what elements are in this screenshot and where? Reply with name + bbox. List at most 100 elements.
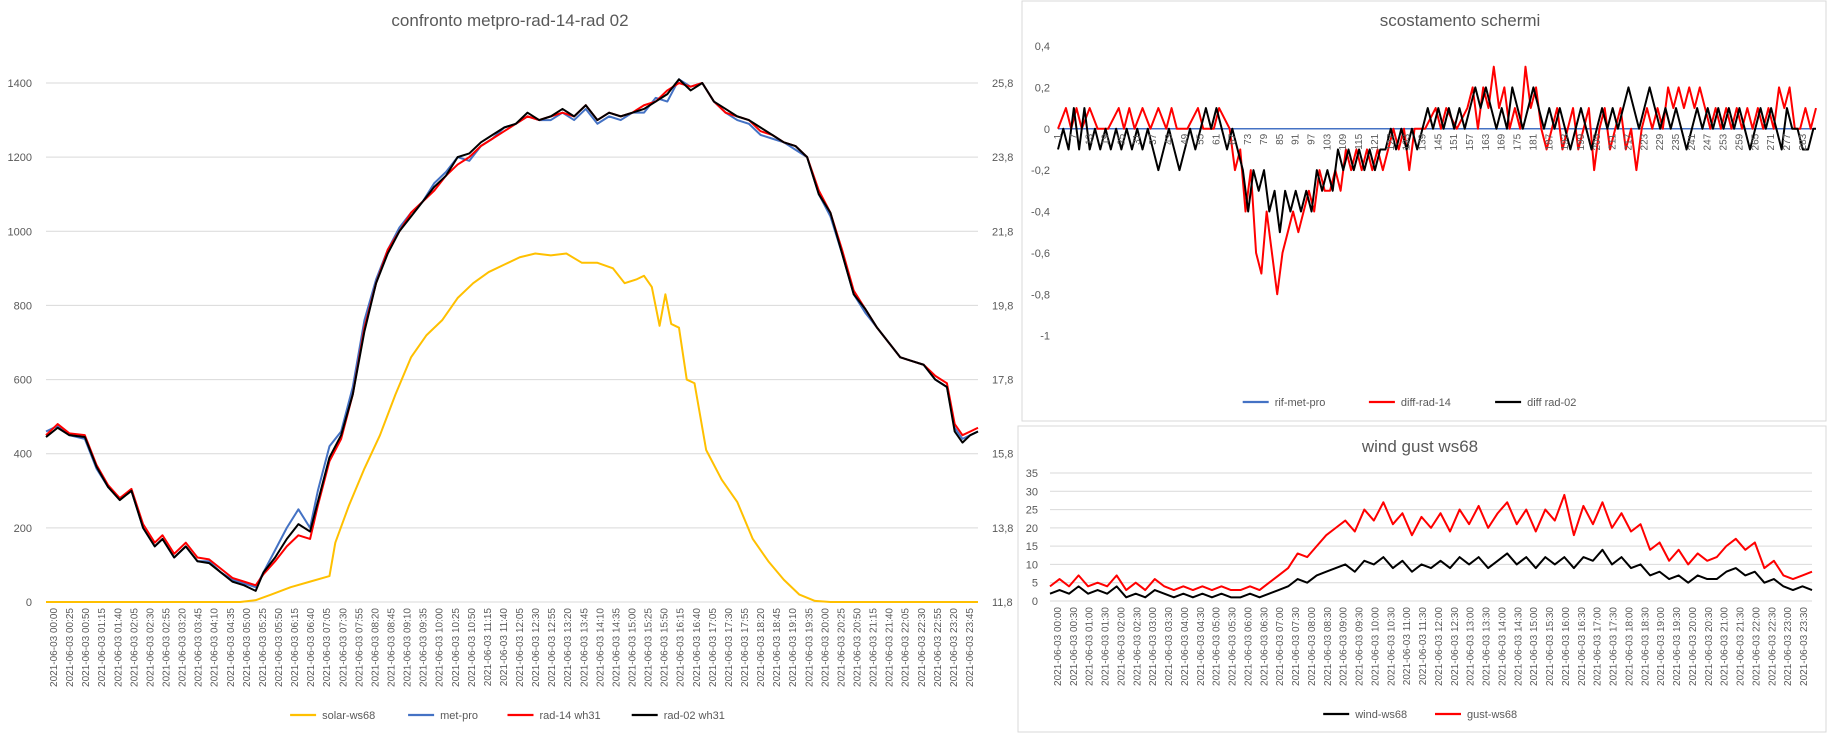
x-tick-label: 2021-06-03 02:30 [1132,607,1143,686]
x-tick-label: 2021-06-03 23:20 [949,608,960,687]
x-tick-label: 2021-06-03 01:30 [1101,607,1112,686]
x-tick-label: 109 [1338,133,1349,150]
y-tick-label: 0 [1044,124,1050,136]
y-tick-label: 10 [1026,559,1038,571]
x-tick-label: 2021-06-03 15:00 [1529,607,1540,686]
y-tick-label: 5 [1032,578,1038,590]
x-tick-label: 229 [1655,133,1666,150]
x-tick-label: 2021-06-03 20:00 [1688,607,1699,686]
x-tick-label: 2021-06-03 02:05 [129,608,140,687]
x-tick-label: 19 [1101,133,1112,145]
x-tick-label: 61 [1211,133,1222,145]
y2-tick-label: 11,8 [992,597,1013,609]
x-tick-label: 7 [1069,133,1080,139]
x-tick-label: 2021-06-03 21:30 [1736,607,1747,686]
x-tick-label: 49 [1180,133,1191,145]
x-tick-label: 283 [1798,133,1809,150]
x-tick-label: 2021-06-03 15:50 [660,608,671,687]
legend-label: gust-ws68 [1467,709,1517,721]
y-tick-label: 1000 [8,226,32,238]
x-tick-label: 103 [1322,133,1333,150]
x-tick-label: 199 [1576,133,1587,150]
x-tick-label: 2021-06-03 09:30 [1355,607,1366,686]
series-line-wind-ws68 [1049,548,1813,599]
x-tick-label: 2021-06-03 19:10 [788,608,799,687]
x-tick-label: 2021-06-03 00:25 [65,608,76,687]
x-tick-label: 2021-06-03 16:00 [1561,607,1572,686]
legend-label: solar-ws68 [322,710,375,722]
x-tick-label: 277 [1782,133,1793,150]
chart-title: confronto metpro-rad-14-rad 02 [391,11,628,30]
x-tick-label: 2021-06-03 05:25 [258,608,269,687]
x-tick-label: 2021-06-03 13:45 [579,608,590,687]
x-tick-label: 2021-06-03 23:30 [1799,607,1810,686]
x-tick-label: 2021-06-03 22:55 [933,608,944,687]
x-tick-label: 2021-06-03 10:00 [435,608,446,687]
x-tick-label: 2021-06-03 03:30 [1164,607,1175,686]
x-tick-label: 2021-06-03 01:15 [97,608,108,687]
x-tick-label: 2021-06-03 19:30 [1672,607,1683,686]
chart-panel [1017,425,1827,733]
x-tick-label: 2021-06-03 19:00 [1656,607,1667,686]
x-tick-label: 2021-06-03 22:30 [1767,607,1778,686]
x-tick-label: 271 [1766,133,1777,150]
x-tick-label: 2021-06-03 14:10 [595,608,606,687]
x-tick-label: 2021-06-03 09:35 [419,608,430,687]
x-tick-label: 2021-06-03 01:40 [113,608,124,687]
series-line-gust-ws68 [1049,493,1813,592]
x-tick-label: 2021-06-03 15:30 [1545,607,1556,686]
x-tick-label: 2021-06-03 08:00 [1307,607,1318,686]
chart-title: wind gust ws68 [1361,437,1478,456]
x-tick-label: 2021-06-03 18:20 [756,608,767,687]
x-tick-label: 241 [1687,133,1698,150]
legend-label: rad-14 wh31 [540,710,601,722]
x-tick-label: 31 [1132,133,1143,145]
x-tick-label: 2021-06-03 08:30 [1323,607,1334,686]
y-tick-label: 20 [1026,523,1038,535]
x-tick-label: 151 [1449,133,1460,150]
x-tick-label: 2021-06-03 12:30 [1450,607,1461,686]
x-tick-label: 2021-06-03 04:30 [1196,607,1207,686]
y-tick-label: 0 [26,597,32,609]
x-tick-label: 181 [1528,133,1539,150]
x-tick-label: 247 [1703,133,1714,150]
x-tick-label: 127 [1386,133,1397,150]
series-line-rad-14-wh31 [45,82,979,587]
x-tick-label: 2021-06-03 06:40 [306,608,317,687]
series-line-diff-rad-02 [1057,86,1816,234]
x-tick-label: 2021-06-03 10:00 [1370,607,1381,686]
x-tick-label: 2021-06-03 13:30 [1482,607,1493,686]
x-tick-label: 2021-06-03 03:20 [178,608,189,687]
x-tick-label: 43 [1164,133,1175,145]
y2-tick-label: 23,8 [992,152,1013,164]
x-tick-label: 2021-06-03 10:25 [451,608,462,687]
x-tick-label: 2021-06-03 07:30 [338,608,349,687]
y2-tick-label: 15,8 [992,449,1013,461]
x-tick-label: 2021-06-03 08:20 [370,608,381,687]
x-tick-label: 2021-06-03 14:00 [1497,607,1508,686]
x-tick-label: 2021-06-03 21:15 [869,608,880,687]
y-tick-label: 0,4 [1035,41,1050,53]
x-tick-label: 169 [1497,133,1508,150]
x-tick-label: 205 [1592,133,1603,150]
x-tick-label: 223 [1639,133,1650,150]
x-tick-label: 2021-06-03 05:50 [274,608,285,687]
x-tick-label: 157 [1465,133,1476,150]
legend-label: wind-ws68 [1354,709,1407,721]
x-tick-label: 2021-06-03 17:05 [708,608,719,687]
x-tick-label: 2021-06-03 07:55 [354,608,365,687]
y-tick-label: -0,2 [1031,165,1050,177]
x-tick-label: 2021-06-03 10:30 [1386,607,1397,686]
x-tick-label: 2021-06-03 11:15 [483,608,494,687]
x-tick-label: 2021-06-03 01:00 [1085,607,1096,686]
x-tick-label: 2021-06-03 04:35 [226,608,237,687]
x-tick-label: 2021-06-03 08:45 [386,608,397,687]
x-tick-label: 2021-06-03 03:45 [194,608,205,687]
x-tick-label: 2021-06-03 00:30 [1069,607,1080,686]
x-tick-label: 37 [1148,133,1159,145]
x-tick-label: 2021-06-03 20:50 [852,608,863,687]
x-tick-label: 187 [1544,133,1555,150]
x-tick-label: 2021-06-03 05:30 [1228,607,1239,686]
x-tick-label: 2021-06-03 15:25 [644,608,655,687]
